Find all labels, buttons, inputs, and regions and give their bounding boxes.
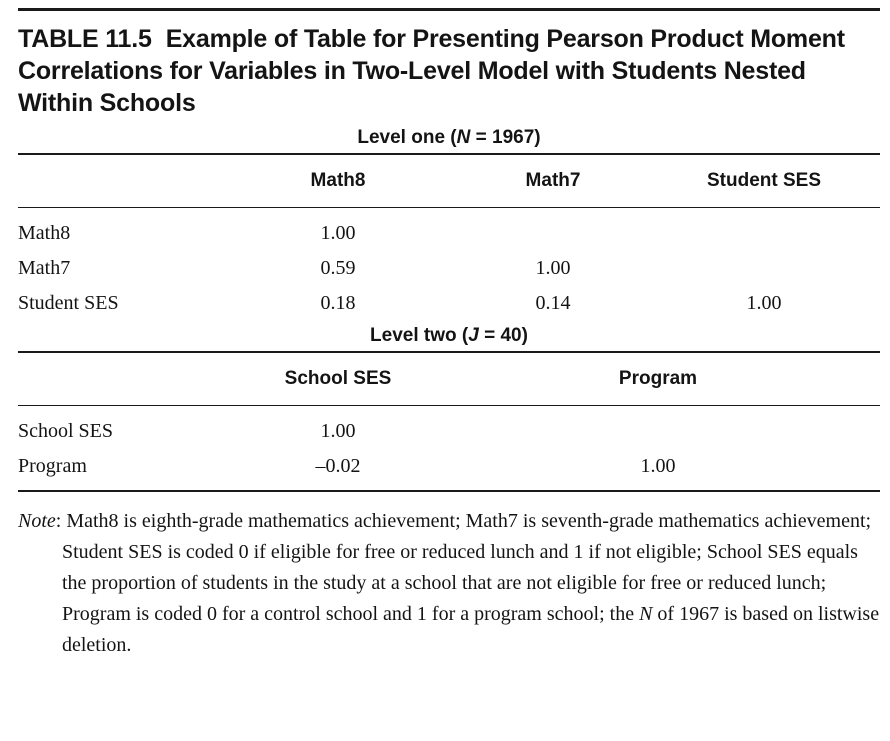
table-row: Student SES 0.18 0.14 1.00 <box>18 286 880 321</box>
level-two-heading: Level two (J = 40) <box>18 321 880 351</box>
row-label: School SES <box>18 420 114 442</box>
note-text-part1: : Math8 is eighth-grade mathematics achi… <box>55 510 872 625</box>
note-var: N <box>639 603 653 625</box>
level-one-heading-prefix: Level one ( <box>357 127 457 148</box>
level-two-heading-prefix: Level two ( <box>370 325 469 346</box>
row-label: Math7 <box>18 257 71 279</box>
table-cell: 1.00 <box>535 257 571 279</box>
table-caption: Example of Table for Presenting Pearson … <box>18 25 845 117</box>
level-one-header-row: Math8 Math7 Student SES <box>18 155 880 207</box>
level-one-header-rule <box>18 206 880 208</box>
table-number: TABLE 11.5 <box>18 25 152 53</box>
table-cell: 1.00 <box>320 420 356 442</box>
table-title: TABLE 11.5 Example of Table for Presentin… <box>18 23 880 119</box>
row-label: Math8 <box>18 222 71 244</box>
column-header: Math8 <box>310 169 366 191</box>
table-cell: 1.00 <box>320 222 356 244</box>
table-bottom-rule <box>18 490 880 492</box>
table-row: Math8 1.00 <box>18 216 880 251</box>
column-header: Program <box>618 367 698 389</box>
level-one-heading-suffix: = 1967) <box>470 127 541 148</box>
column-header: Student SES <box>706 169 821 191</box>
level-two-header-rule <box>18 404 880 406</box>
level-one-table: Math8 Math7 Student SES Math8 1.00 Math7… <box>18 155 880 322</box>
table-document: TABLE 11.5 Example of Table for Presentin… <box>18 8 880 681</box>
table-row: School SES 1.00 <box>18 414 880 449</box>
table-cell: 1.00 <box>640 455 676 477</box>
column-header: School SES <box>284 367 392 389</box>
note-label: Note <box>18 510 56 532</box>
level-one-heading-var: N <box>456 127 471 148</box>
table-cell: –0.02 <box>315 455 361 477</box>
top-rule <box>18 8 880 11</box>
table-cell: 1.00 <box>746 292 782 314</box>
level-two-header-row: School SES Program <box>18 353 880 405</box>
level-two-top-rule <box>18 351 880 353</box>
table-cell: 0.14 <box>535 292 571 314</box>
table-cell: 0.59 <box>320 257 356 279</box>
level-one-heading: Level one (N = 1967) <box>18 123 880 153</box>
table-row: Program –0.02 1.00 <box>18 449 880 484</box>
table-row: Math7 0.59 1.00 <box>18 251 880 286</box>
level-one-top-rule <box>18 153 880 155</box>
level-two-heading-suffix: = 40) <box>478 325 528 346</box>
table-cell: 0.18 <box>320 292 356 314</box>
note-text-part2: of 1967 is based on listwise deletion. <box>62 603 880 656</box>
level-two-heading-var: J <box>468 325 479 346</box>
level-two-table: School SES Program School SES 1.00 Progr… <box>18 353 880 492</box>
column-header: Math7 <box>525 169 581 191</box>
row-label: Program <box>18 455 87 477</box>
row-label: Student SES <box>18 292 119 314</box>
table-note: Note: Math8 is eighth-grade mathematics … <box>18 506 880 661</box>
